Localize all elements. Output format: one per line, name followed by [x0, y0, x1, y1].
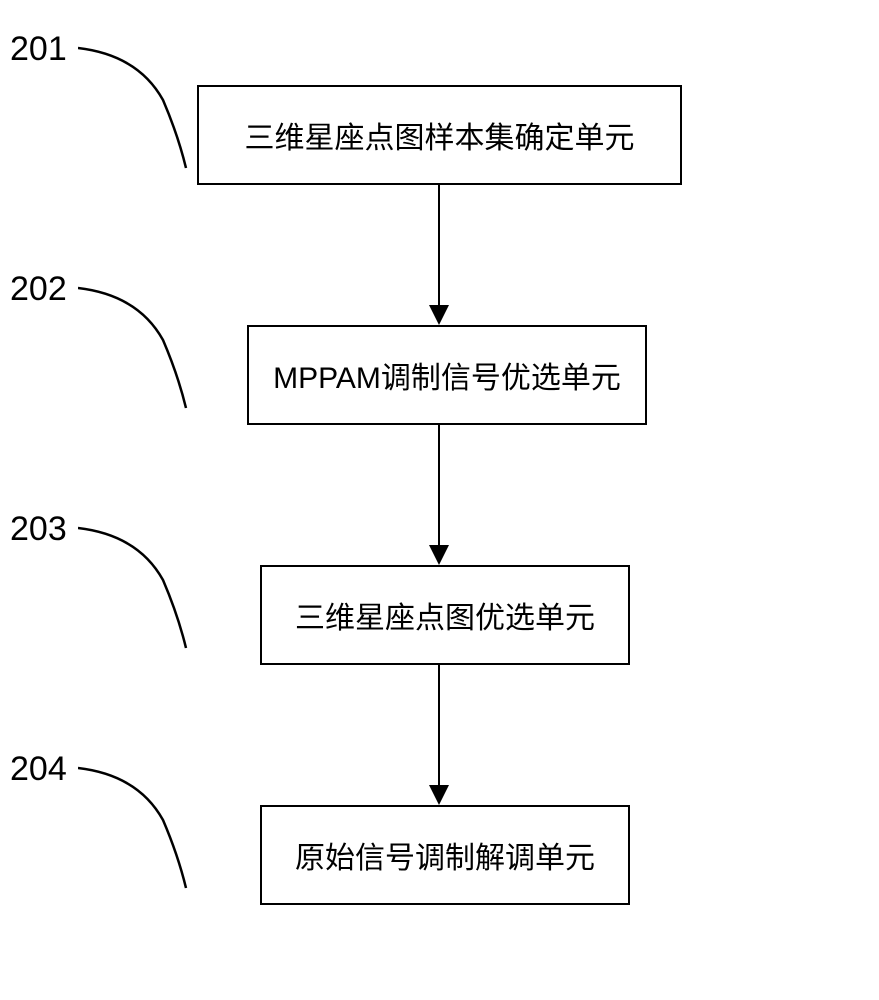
- label-202: 202: [10, 270, 67, 309]
- curve-202: [78, 280, 188, 410]
- curve-204: [78, 760, 188, 890]
- box-sample-set-unit: 三维星座点图样本集确定单元: [197, 85, 682, 185]
- box-text-1: 三维星座点图样本集确定单元: [245, 113, 635, 157]
- box-text-4: 原始信号调制解调单元: [295, 833, 595, 877]
- label-201: 201: [10, 30, 67, 69]
- curve-203: [78, 520, 188, 650]
- box-constellation-unit: 三维星座点图优选单元: [260, 565, 630, 665]
- box-modem-unit: 原始信号调制解调单元: [260, 805, 630, 905]
- arrow-1-head: [429, 305, 449, 325]
- box-mppam-unit: MPPAM调制信号优选单元: [247, 325, 647, 425]
- arrow-1-line: [438, 185, 440, 305]
- label-204: 204: [10, 750, 67, 789]
- box-text-3: 三维星座点图优选单元: [295, 593, 595, 637]
- box-text-2: MPPAM调制信号优选单元: [273, 353, 621, 397]
- label-203: 203: [10, 510, 67, 549]
- arrow-2-head: [429, 545, 449, 565]
- arrow-3-line: [438, 665, 440, 785]
- curve-201: [78, 40, 188, 170]
- arrow-3-head: [429, 785, 449, 805]
- arrow-2-line: [438, 425, 440, 545]
